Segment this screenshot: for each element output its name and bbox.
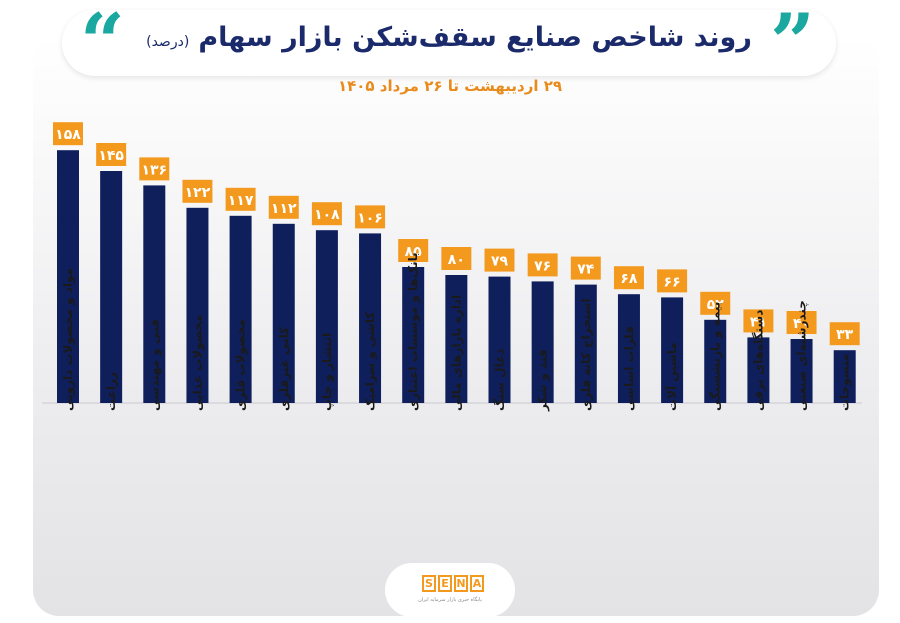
bar <box>402 267 425 403</box>
title-row: روند شاخص صنایع سقف‌شکن بازار سهام (درصد… <box>135 22 763 53</box>
category-label: چندرشته‌ای صنعتی <box>795 300 809 411</box>
value-label-box <box>484 248 515 272</box>
bar <box>272 223 295 403</box>
bar <box>100 171 123 403</box>
value-label: ۱۰۸ <box>314 207 340 223</box>
chart-title: روند شاخص صنایع سقف‌شکن بازار سهام <box>198 22 752 53</box>
category-label: زراعت <box>104 372 118 411</box>
category-label: بانک‌ها و موسسات اعتباری <box>406 252 421 411</box>
bar <box>359 233 382 403</box>
value-label-box <box>398 239 429 262</box>
value-label: ۴۱ <box>750 314 767 330</box>
value-label-box <box>441 247 472 270</box>
logo-letter: N <box>454 575 468 592</box>
value-label: ۱۰۶ <box>357 210 383 226</box>
value-label-box <box>570 256 601 280</box>
category-label: استخراج کانه فلزی <box>579 298 593 411</box>
bar <box>661 297 684 403</box>
value-label-box <box>613 266 644 290</box>
category-label: محصولات غذایی <box>190 315 205 412</box>
value-label: ۱۳۶ <box>141 162 167 178</box>
value-label-box <box>700 291 731 315</box>
chart-subtitle: ۲۹ اردیبهشت تا ۲۶ مرداد ۱۴۰۵ <box>337 77 563 95</box>
bar <box>315 230 338 403</box>
logo-letter: S <box>422 575 436 592</box>
value-label-box <box>311 202 342 226</box>
value-label: ۶۸ <box>620 271 638 287</box>
value-label: ۷۴ <box>577 262 595 278</box>
sena-logo: S E N A <box>422 575 484 592</box>
value-label: ۱۵۸ <box>55 127 81 143</box>
category-label: دستگاه‌های برقی <box>751 310 765 411</box>
quote-close-icon: ” <box>770 0 815 88</box>
bar <box>531 281 554 403</box>
category-label: فنی و مهندسی <box>147 319 162 411</box>
value-label: ۱۱۷ <box>228 193 254 209</box>
value-label: ۶۶ <box>664 274 681 290</box>
category-label: ماشین آلات <box>664 342 679 411</box>
logo-letter: E <box>438 575 452 592</box>
category-label: قند و شکر <box>536 349 551 412</box>
logo-tagline: پایگاه خبری بازار سرمایه ایران <box>418 597 482 603</box>
category-label: مواد و محصولات دارویی <box>61 268 76 411</box>
value-label: ۱۴۵ <box>98 148 124 164</box>
value-label: ۳۳ <box>836 327 854 343</box>
value-label: ۷۹ <box>491 254 509 270</box>
bar <box>229 215 252 403</box>
value-label: ۴۰ <box>793 316 810 332</box>
bar <box>790 339 813 403</box>
category-label: محصولات فلزی <box>234 319 249 411</box>
bar <box>445 275 468 403</box>
value-label: ۵۲ <box>707 297 725 313</box>
value-label-box <box>829 322 860 346</box>
bar <box>704 319 727 403</box>
logo-letter: A <box>470 575 484 592</box>
bar <box>57 150 79 403</box>
value-label-box <box>139 157 170 181</box>
value-label-box <box>355 205 386 229</box>
category-label: کانی غیرفلزی <box>277 327 291 411</box>
category-label: فلزات اساسی <box>622 326 636 411</box>
value-label-box <box>268 195 299 219</box>
value-label: ۸۰ <box>448 252 465 268</box>
value-label: ۱۲۲ <box>185 185 211 201</box>
value-label-box <box>786 311 817 334</box>
value-label-box <box>657 269 688 293</box>
bar <box>747 337 770 403</box>
value-label: ۸۵ <box>405 244 423 260</box>
bar <box>574 284 597 403</box>
value-label: ۷۶ <box>534 258 551 274</box>
value-label-box <box>225 187 256 211</box>
value-label-box <box>96 143 127 166</box>
bar <box>186 207 209 403</box>
value-label-box <box>743 309 774 333</box>
chart-unit: (درصد) <box>146 34 190 50</box>
value-label-box <box>527 253 558 277</box>
value-label: ۱۱۲ <box>271 201 297 217</box>
bar <box>833 350 856 403</box>
bar <box>488 276 511 403</box>
category-label: کاشی و سرامیک <box>363 312 378 411</box>
title-banner <box>62 10 836 76</box>
quote-open-icon: “ <box>80 0 125 88</box>
category-label: ذغال سنگ <box>493 349 507 411</box>
category-label: بیمه و بازنشستگی <box>708 302 723 411</box>
category-label: منسوجات <box>838 354 853 411</box>
bar <box>617 294 640 403</box>
value-label-box <box>53 122 83 146</box>
category-label: اداره بازارهای مالی <box>449 295 463 411</box>
bar <box>143 185 166 403</box>
category-label: انتشار و چاپ <box>320 333 335 411</box>
value-label-box <box>182 179 213 203</box>
